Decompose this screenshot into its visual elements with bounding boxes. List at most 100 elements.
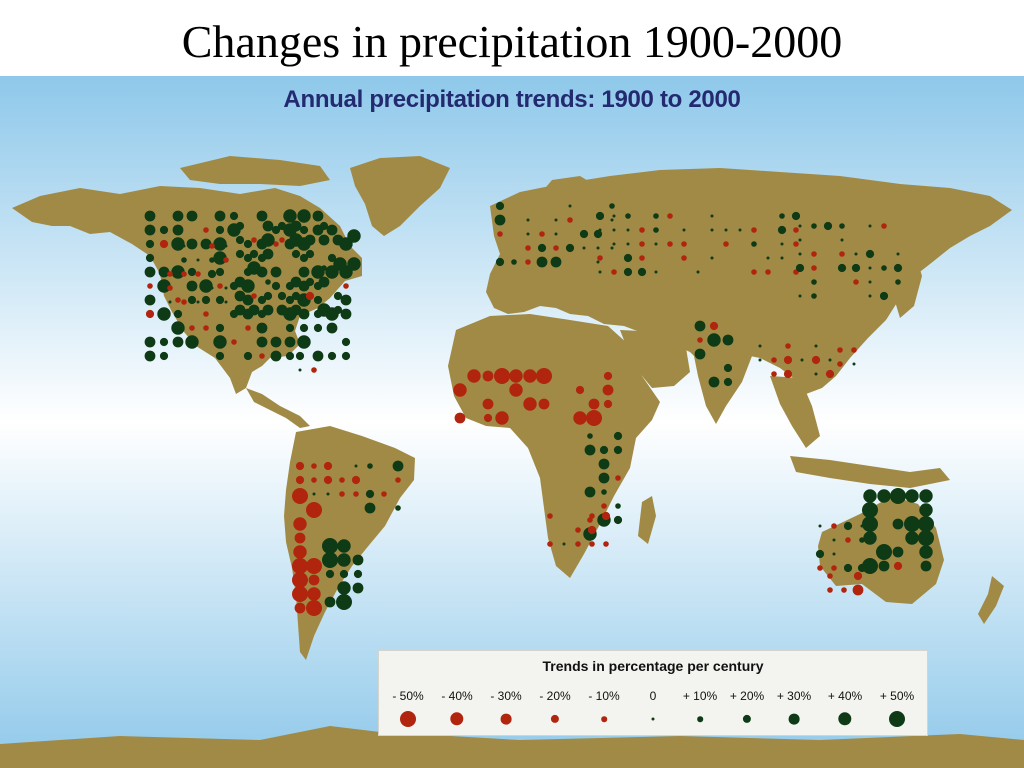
station-marker xyxy=(626,242,630,246)
station-marker xyxy=(905,531,919,545)
station-marker xyxy=(877,489,891,503)
station-marker xyxy=(798,294,802,298)
station-marker xyxy=(511,259,517,265)
station-marker xyxy=(724,228,728,232)
station-marker xyxy=(609,203,615,209)
legend-label: + 50% xyxy=(879,689,915,703)
station-marker xyxy=(483,413,493,423)
station-marker xyxy=(294,532,306,544)
station-marker xyxy=(209,243,215,249)
station-marker xyxy=(308,574,320,586)
station-marker xyxy=(654,270,658,274)
station-marker xyxy=(860,524,864,528)
station-marker xyxy=(798,224,802,228)
station-marker xyxy=(298,368,302,372)
station-marker xyxy=(841,587,847,593)
landmass-arabia xyxy=(620,330,690,388)
station-marker xyxy=(285,351,295,361)
station-marker xyxy=(213,237,227,251)
station-marker xyxy=(215,323,225,333)
station-marker xyxy=(495,201,505,211)
station-marker xyxy=(795,263,805,273)
station-marker xyxy=(144,210,156,222)
station-marker xyxy=(862,558,878,574)
station-marker xyxy=(341,337,351,347)
station-marker xyxy=(598,458,610,470)
station-marker xyxy=(525,259,531,265)
station-marker xyxy=(207,269,217,279)
station-marker xyxy=(196,300,200,304)
station-marker xyxy=(295,475,305,485)
station-marker xyxy=(353,491,359,497)
station-marker xyxy=(837,263,847,273)
legend-label: - 40% xyxy=(441,689,473,703)
station-marker xyxy=(584,486,596,498)
legend-item-minus-20: - 20% xyxy=(531,689,579,733)
station-marker xyxy=(599,445,609,455)
station-marker xyxy=(306,600,322,616)
station-marker xyxy=(263,291,273,301)
world-map-svg xyxy=(0,76,1024,768)
station-marker xyxy=(325,569,335,579)
station-marker xyxy=(181,299,187,305)
station-marker xyxy=(217,283,223,289)
station-marker xyxy=(601,511,611,521)
station-marker xyxy=(235,249,245,259)
station-marker xyxy=(602,384,614,396)
station-marker xyxy=(306,558,322,574)
station-marker xyxy=(589,513,595,519)
station-marker xyxy=(780,242,784,246)
station-marker xyxy=(262,248,274,260)
station-marker xyxy=(881,223,887,229)
station-marker xyxy=(827,573,833,579)
station-marker xyxy=(565,243,575,253)
station-marker xyxy=(213,335,227,349)
station-marker xyxy=(181,271,187,277)
station-marker xyxy=(862,516,878,532)
station-marker xyxy=(601,503,607,509)
station-marker xyxy=(586,410,602,426)
landmass-eurasia xyxy=(486,168,1012,394)
station-marker xyxy=(538,398,550,410)
station-marker xyxy=(381,491,387,497)
station-marker xyxy=(306,502,322,518)
station-marker xyxy=(751,227,757,233)
station-marker xyxy=(304,234,316,246)
station-marker xyxy=(575,385,585,395)
station-marker xyxy=(270,266,282,278)
station-marker xyxy=(337,539,351,553)
station-marker xyxy=(144,294,156,306)
station-marker xyxy=(172,336,184,348)
station-marker xyxy=(171,237,185,251)
station-marker xyxy=(811,265,817,271)
legend-item-plus-20: + 20% xyxy=(723,689,771,733)
station-marker xyxy=(352,554,364,566)
station-marker xyxy=(610,246,614,250)
station-marker xyxy=(815,549,825,559)
station-marker xyxy=(919,503,933,517)
station-marker xyxy=(681,255,687,261)
station-marker xyxy=(215,225,225,235)
station-marker xyxy=(215,351,225,361)
station-marker xyxy=(294,602,306,614)
station-marker xyxy=(523,369,537,383)
station-marker xyxy=(290,220,302,232)
landmass-scandinavia xyxy=(530,176,600,226)
legend-item-plus-50: + 50% xyxy=(873,689,921,733)
station-marker xyxy=(297,209,311,223)
station-marker xyxy=(158,266,170,278)
station-marker xyxy=(297,335,311,349)
station-marker xyxy=(322,538,338,554)
station-marker xyxy=(173,309,183,319)
station-marker xyxy=(554,218,558,222)
station-marker xyxy=(365,489,375,499)
station-marker xyxy=(277,291,287,301)
station-marker xyxy=(305,277,315,287)
station-marker xyxy=(539,231,545,237)
station-marker xyxy=(295,461,305,471)
station-marker xyxy=(273,241,279,247)
legend-dot xyxy=(550,714,560,724)
station-marker xyxy=(293,517,307,531)
legend-dot xyxy=(788,713,800,725)
station-marker xyxy=(144,350,156,362)
